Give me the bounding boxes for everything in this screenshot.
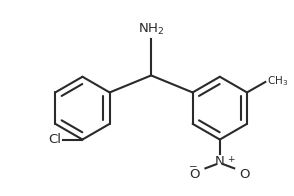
Text: Cl: Cl	[48, 133, 61, 146]
Text: O: O	[239, 168, 250, 181]
Text: −: −	[189, 162, 198, 172]
Text: +: +	[227, 155, 235, 164]
Text: NH$_2$: NH$_2$	[138, 22, 164, 37]
Text: O: O	[190, 168, 200, 181]
Text: CH$_3$: CH$_3$	[267, 74, 288, 88]
Text: N: N	[215, 155, 225, 168]
